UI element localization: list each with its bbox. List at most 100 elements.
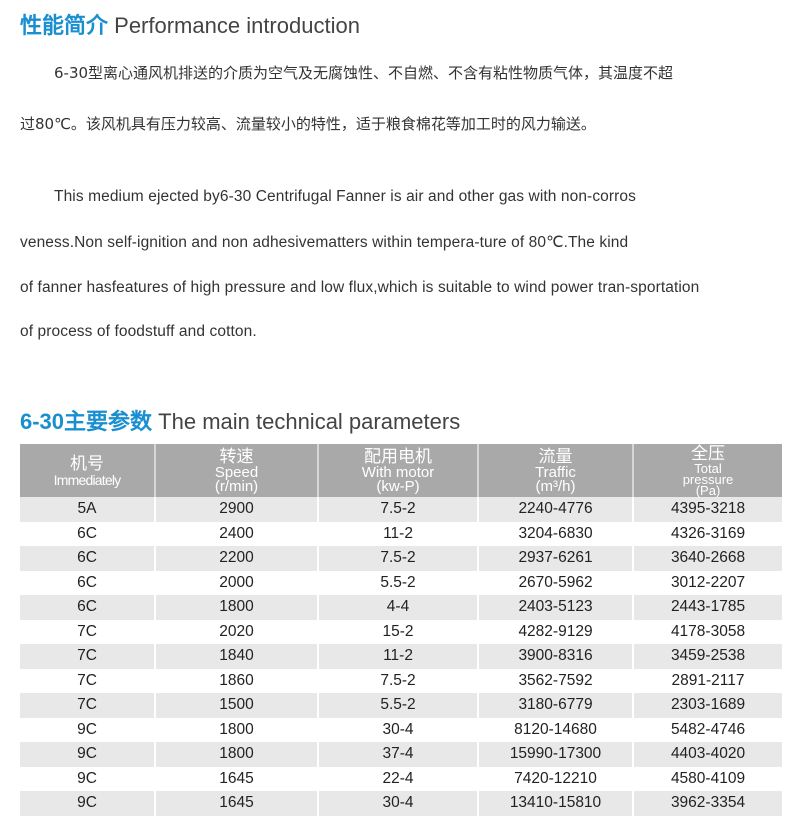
header-en: With motor [361,463,435,481]
table-row: 9C 1645 22-4 7420-12210 4580-4109 [20,766,782,791]
cell-speed: 1840 [154,644,318,669]
header-motor: 配用电机 With motor (kw-P) [317,444,478,497]
cell-traffic: 7420-12210 [477,766,633,791]
cell-traffic: 2240-4776 [477,497,633,522]
header-en: Immediately [53,471,121,488]
intro-cn-line: 6-30型离心通风机排送的介质为空气及无腐蚀性、不自燃、不含有粘性物质气体，其温… [54,64,674,82]
cell-pressure: 4178-3058 [632,619,782,644]
cell-motor: 30-4 [317,791,478,816]
cell-model: 9C [20,742,155,767]
cell-speed: 1860 [154,668,318,693]
header-model: 机号 Immediately [20,444,155,497]
cell-pressure: 4326-3169 [632,521,782,546]
params-title-cn: 6-30主要参数 [20,409,153,434]
cell-traffic: 3180-6779 [477,693,633,718]
table-row: 9C 1800 37-4 15990-17300 4403-4020 [20,742,782,767]
cell-model: 5A [20,497,155,522]
header-en: Total [694,460,722,476]
cell-pressure: 3962-3354 [632,791,782,816]
header-unit: (Pa) [695,482,721,498]
cell-traffic: 2937-6261 [477,546,633,571]
cell-speed: 2020 [154,619,318,644]
cell-traffic: 8120-14680 [477,717,633,742]
cell-pressure: 4395-3218 [632,497,782,522]
intro-en-line: This medium ejected by6-30 Centrifugal F… [54,188,636,205]
table-row: 7C 1840 11-2 3900-8316 3459-2538 [20,644,782,669]
header-unit: (kw-P) [376,477,420,495]
table-row: 9C 1800 30-4 8120-14680 5482-4746 [20,717,782,742]
cell-model: 7C [20,644,155,669]
cell-speed: 1645 [154,766,318,791]
cell-pressure: 3640-2668 [632,546,782,571]
cell-traffic: 3900-8316 [477,644,633,669]
params-heading: 6-30主要参数 The main technical parameters [20,404,460,436]
cell-model: 7C [77,671,97,689]
header-en: pressure [682,471,734,487]
cell-pressure: 4403-4020 [632,742,782,767]
cell-model: 6C [77,524,97,542]
cell-pressure: 5482-4746 [632,717,782,742]
cell-motor: 7.5-2 [317,497,478,522]
cell-model: 6C [77,573,97,591]
cell-motor: 11-2 [317,644,478,669]
cell-model: 9C [20,791,155,816]
cell-model: 9C [77,720,97,738]
params-title-en: The main technical parameters [158,409,461,434]
cell-motor: 37-4 [317,742,478,767]
cell-motor: 30-4 [317,717,478,742]
cell-pressure: 3459-2538 [632,644,782,669]
intro-title-cn: 性能简介 [20,13,109,38]
cell-traffic: 2670-5962 [477,570,633,595]
header-unit: (m³/h) [535,477,576,495]
intro-en-line: of process of foodstuff and cotton. [20,323,257,340]
parameters-table: 机号 Immediately 转速 Speed (r/min) 配用电机 Wit… [20,444,782,816]
cell-speed: 2900 [154,497,318,522]
cell-model: 7C [77,622,97,640]
cell-speed: 1500 [154,693,318,718]
cell-traffic: 15990-17300 [477,742,633,767]
header-cn: 转速 [219,446,254,466]
header-unit: (r/min) [214,477,259,495]
header-pressure: 全压 Total pressure (Pa) [632,443,782,498]
cell-traffic: 4282-9129 [477,619,633,644]
cell-pressure: 4580-4109 [632,766,782,791]
table-header-row: 机号 Immediately 转速 Speed (r/min) 配用电机 Wit… [20,444,782,497]
cell-motor: 4-4 [317,595,478,620]
table-row: 7C 2020 15-2 4282-9129 4178-3058 [20,619,782,644]
cell-motor: 11-2 [317,521,478,546]
intro-en-line: veness.Non self-ignition and non adhesiv… [20,234,629,251]
table-row: 6C 2200 7.5-2 2937-6261 3640-2668 [20,546,782,571]
table-row: 5A 2900 7.5-2 2240-4776 4395-3218 [20,497,782,522]
cell-pressure: 3012-2207 [632,570,782,595]
header-cn: 全压 [691,443,725,463]
table-row: 6C 1800 4-4 2403-5123 2443-1785 [20,595,782,620]
header-cn: 配用电机 [364,446,432,466]
cell-speed: 1800 [154,742,318,767]
cell-traffic: 3562-7592 [477,668,633,693]
cell-pressure: 2443-1785 [632,595,782,620]
cell-motor: 7.5-2 [317,546,478,571]
cell-motor: 22-4 [317,766,478,791]
cell-motor: 5.5-2 [317,570,478,595]
cell-speed: 2000 [154,570,318,595]
cell-motor: 15-2 [317,619,478,644]
cell-speed: 1800 [154,717,318,742]
header-en: Speed [214,463,259,481]
intro-heading: 性能简介 Performance introduction [20,8,360,40]
header-cn: 流量 [538,446,573,466]
cell-model: 9C [77,769,97,787]
cell-motor: 5.5-2 [317,693,478,718]
cell-traffic: 2403-5123 [477,595,633,620]
cell-speed: 1800 [154,595,318,620]
header-traffic: 流量 Traffic (m³/h) [477,444,633,497]
header-en: Traffic [535,463,576,481]
header-speed: 转速 Speed (r/min) [154,444,318,497]
table-row: 7C 1500 5.5-2 3180-6779 2303-1689 [20,693,782,718]
cell-model: 6C [20,595,155,620]
intro-cn-line: 过80℃。该风机具有压力较高、流量较小的特性，适于粮食棉花等加工时的风力输送。 [20,115,596,133]
table-row: 7C 1860 7.5-2 3562-7592 2891-2117 [20,668,782,693]
cell-traffic: 13410-15810 [477,791,633,816]
table-row: 6C 2400 11-2 3204-6830 4326-3169 [20,521,782,546]
cell-speed: 2200 [154,546,318,571]
cell-speed: 2400 [154,521,318,546]
